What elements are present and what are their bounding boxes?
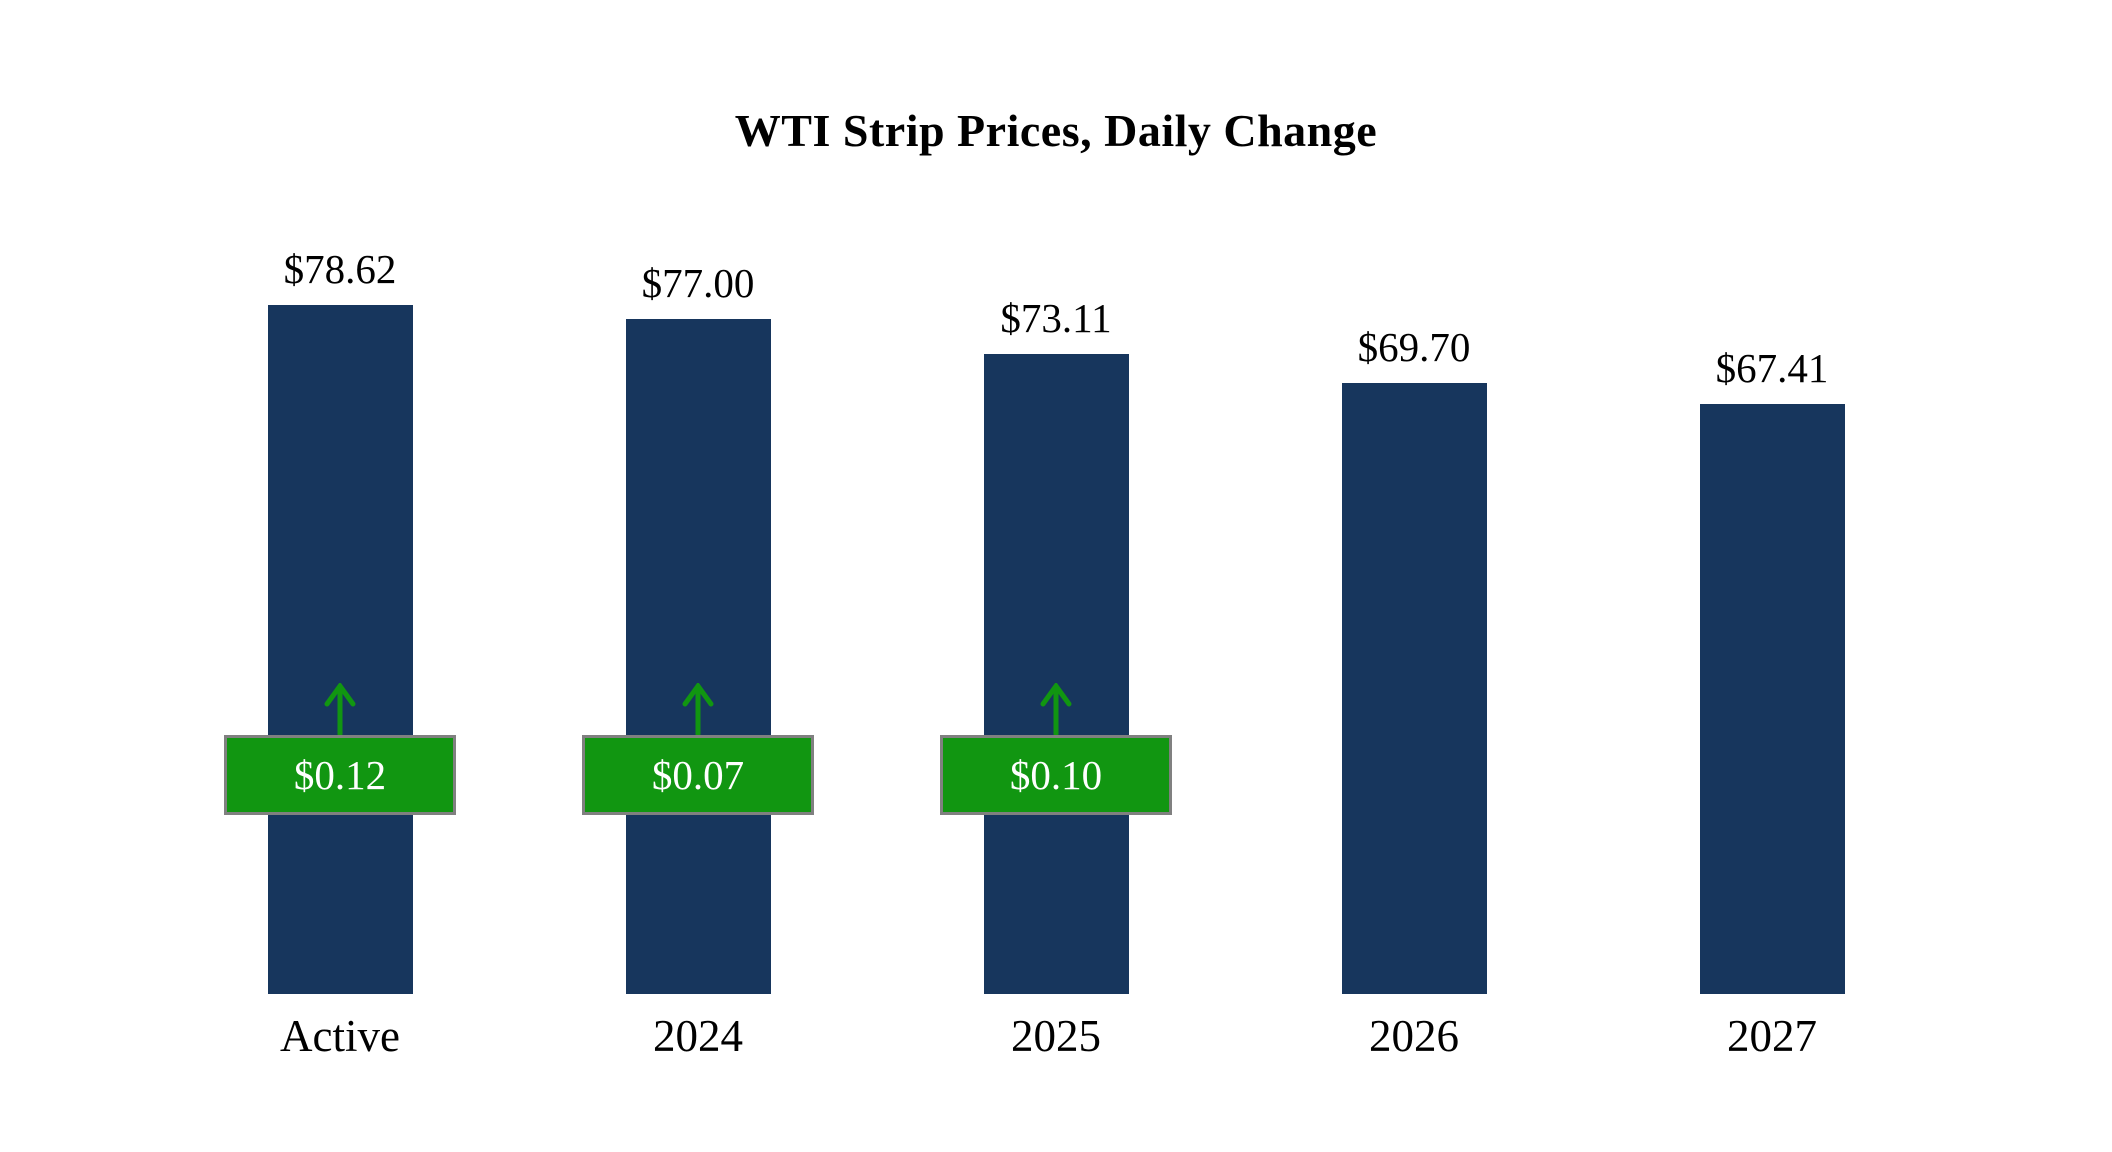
- bar-value-label: $77.00: [641, 260, 755, 307]
- chart-column: $77.00 $0.07 2024: [582, 259, 814, 1061]
- change-badge: $0.12: [224, 735, 456, 815]
- bar-value-label: $78.62: [283, 246, 397, 293]
- bar: [1699, 403, 1845, 994]
- chart-columns: $78.62 $0.12 Active $77.00 $0.07 2024 $73.11 $0…: [224, 245, 1888, 1061]
- up-arrow-icon: [1035, 681, 1077, 737]
- x-axis-label: 2027: [1727, 1011, 1817, 1061]
- chart-title: WTI Strip Prices, Daily Change: [734, 105, 1378, 156]
- change-badge: $0.10: [940, 735, 1172, 815]
- bar-value-label: $69.70: [1357, 324, 1471, 371]
- chart-column: $69.70 2026: [1298, 323, 1530, 1061]
- bar: [1341, 383, 1487, 994]
- x-axis-label: Active: [280, 1011, 400, 1061]
- chart-column: $78.62 $0.12 Active: [224, 245, 456, 1061]
- bar: [267, 305, 413, 994]
- up-arrow-icon: [319, 681, 361, 737]
- x-axis-label: 2025: [1011, 1011, 1101, 1061]
- chart-column: $67.41 2027: [1656, 344, 1888, 1061]
- bar-value-label: $67.41: [1715, 344, 1829, 391]
- up-arrow-icon: [677, 681, 719, 737]
- bar-value-label: $73.11: [1000, 294, 1112, 341]
- x-axis-label: 2026: [1369, 1011, 1459, 1061]
- change-badge: $0.07: [582, 735, 814, 815]
- x-axis-label: 2024: [653, 1011, 743, 1061]
- chart-column: $73.11 $0.10 2025: [940, 294, 1172, 1061]
- bar: [983, 353, 1129, 994]
- bar: [625, 319, 771, 994]
